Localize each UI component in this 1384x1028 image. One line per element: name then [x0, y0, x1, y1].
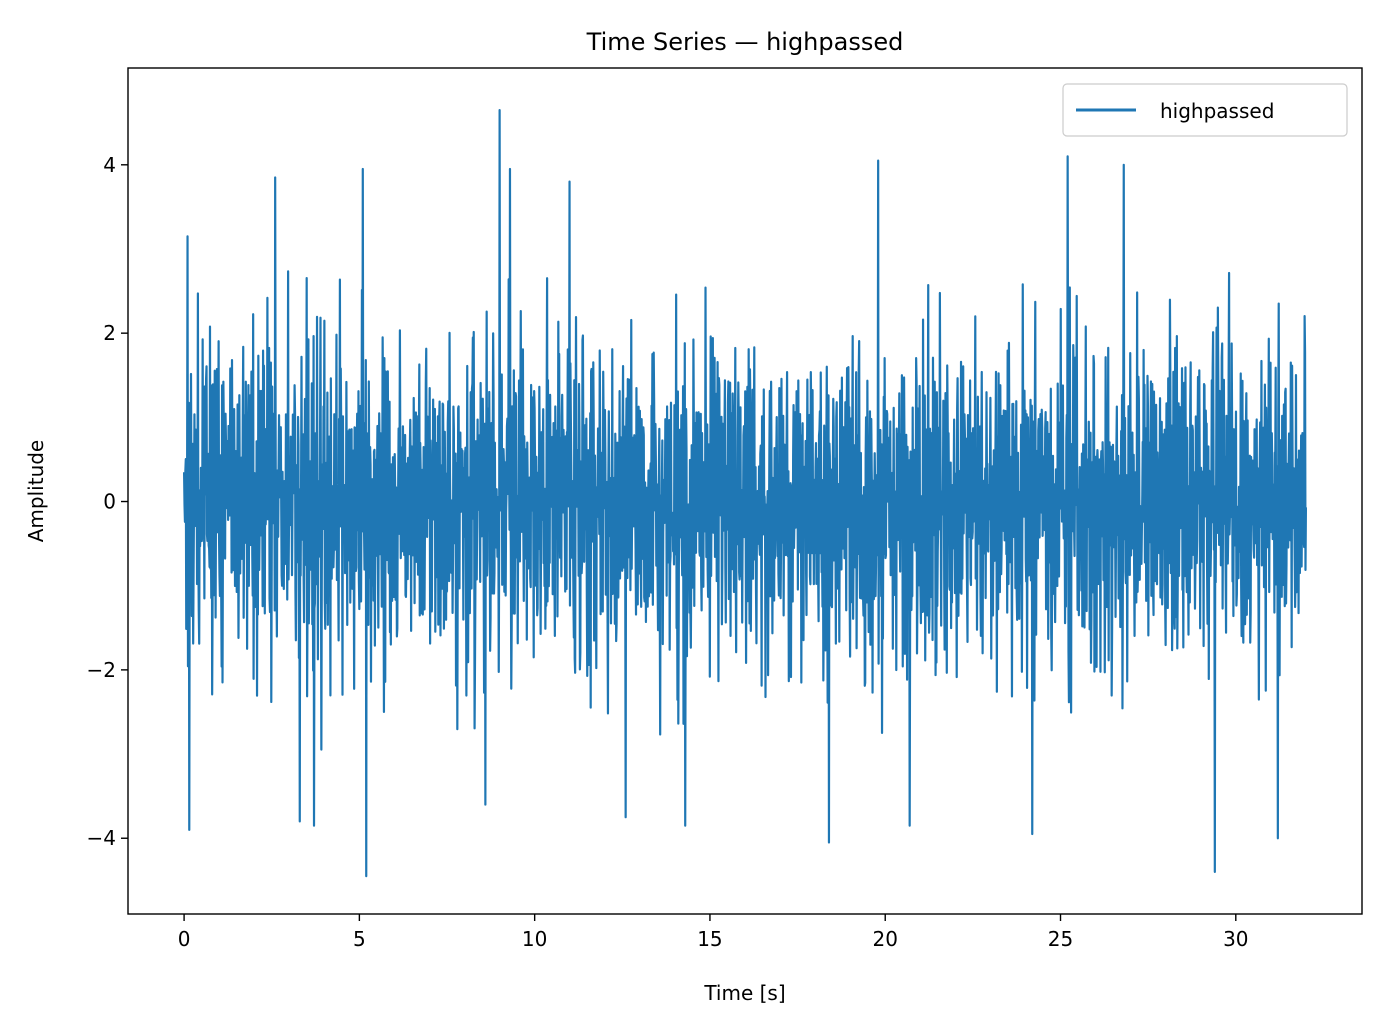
y-axis: −4 −2 0 2 4	[87, 153, 128, 850]
x-tick-label: 0	[178, 927, 191, 951]
x-tick-label: 25	[1048, 927, 1073, 951]
legend-label: highpassed	[1160, 99, 1274, 123]
chart-title: Time Series — highpassed	[586, 28, 904, 56]
x-tick-label: 10	[522, 927, 547, 951]
y-tick-label: −2	[87, 658, 116, 682]
plot-frame	[127, 67, 1363, 915]
x-tick-label: 5	[353, 927, 366, 951]
series-line-highpassed	[182, 108, 1308, 878]
x-tick-label: 15	[697, 927, 722, 951]
x-axis-label: Time [s]	[703, 981, 785, 1005]
x-axis: 0 5 10 15 20 25 30	[178, 914, 1249, 951]
x-tick-label: 20	[873, 927, 898, 951]
x-tick-label: 30	[1223, 927, 1248, 951]
y-tick-label: −4	[87, 826, 116, 850]
y-tick-label: 0	[103, 490, 116, 514]
series-layer	[182, 108, 1308, 878]
y-tick-label: 4	[103, 153, 116, 177]
legend-box	[1062, 83, 1348, 137]
y-axis-label: Amplitude	[24, 440, 48, 543]
legend: highpassed	[1062, 83, 1348, 137]
y-tick-label: 2	[103, 321, 116, 345]
